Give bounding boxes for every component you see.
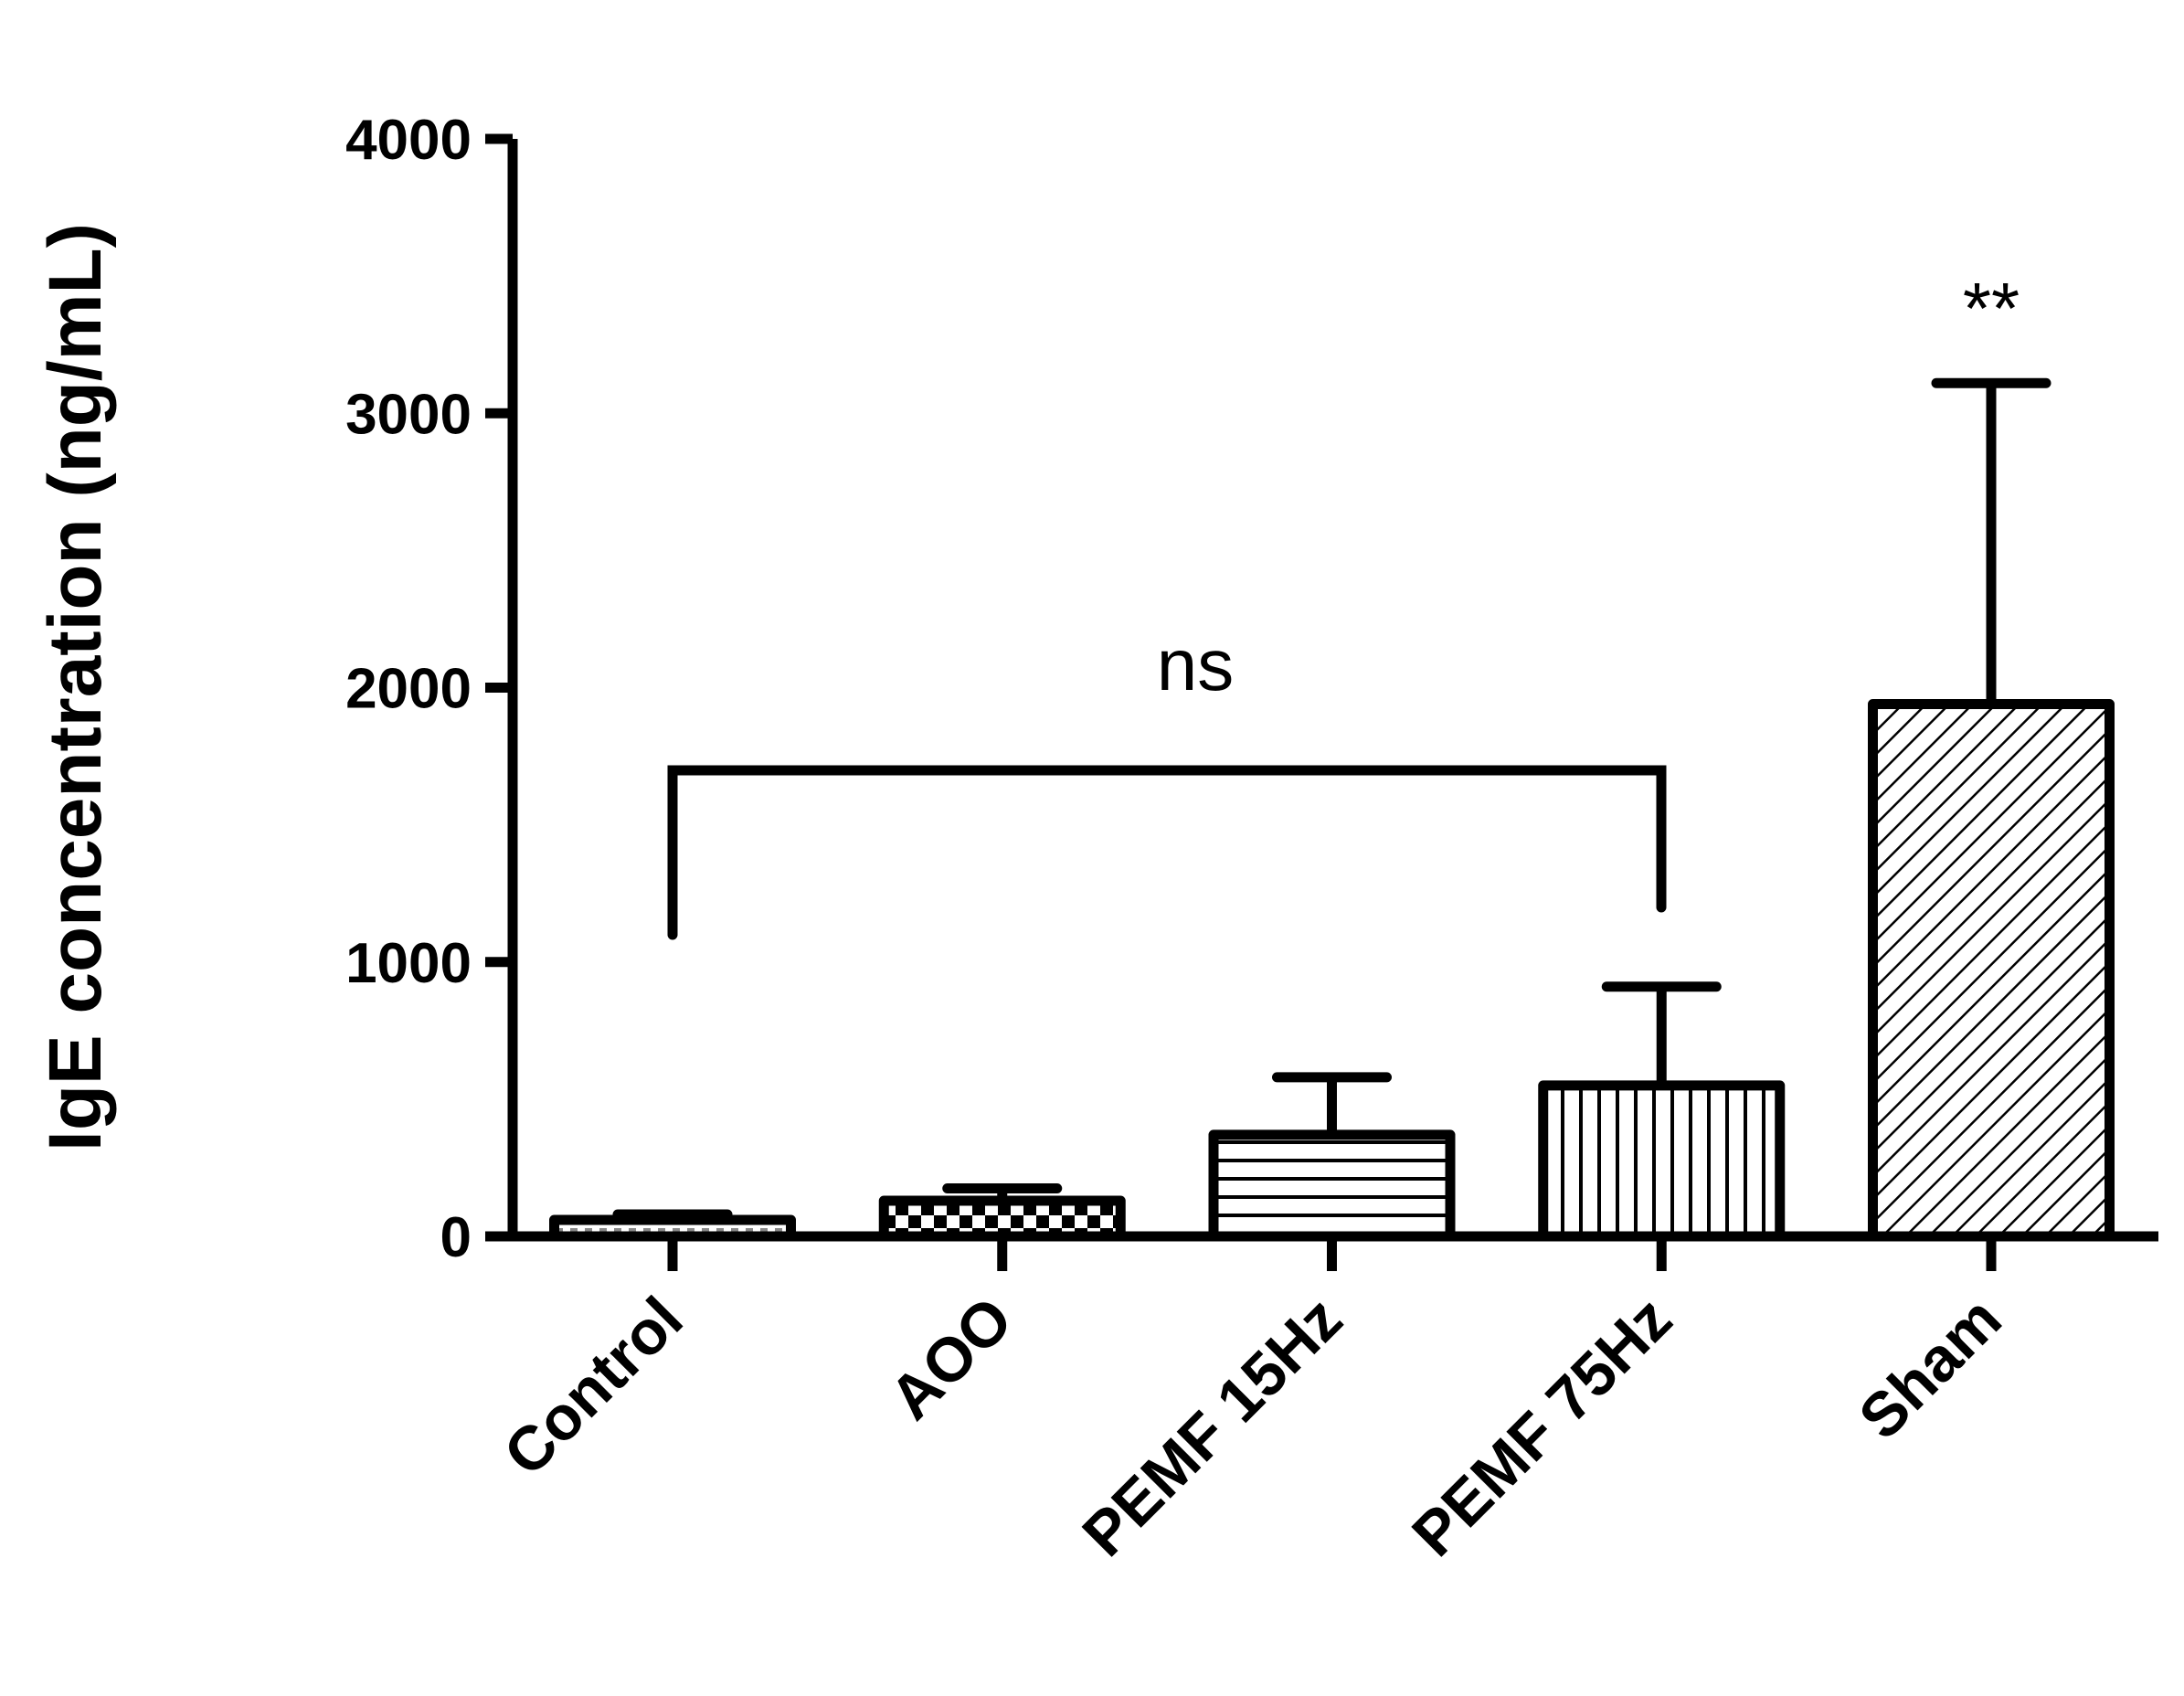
y-tick-label: 1000 [345,932,472,995]
x-tick-label: PEMF 75Hz [1399,1284,1685,1570]
bar [1868,699,2115,1242]
y-tick-label: 0 [440,1206,472,1269]
bar [1208,1129,1456,1242]
bar [878,1195,1126,1242]
ns-annotation: ns [1157,624,1235,705]
x-tick-label: Sham [1846,1284,2015,1453]
x-tick-label: AOO [876,1284,1025,1433]
y-tick-label: 4000 [345,109,472,172]
bar [549,1214,796,1242]
significance-annotation: ** [1963,268,2020,349]
y-axis-label: IgE concentration (ng/mL) [34,223,117,1151]
significance-bracket [667,765,1667,940]
bar [1538,1080,1786,1242]
y-tick-label: 3000 [345,383,472,446]
y-tick-label: 2000 [345,658,472,721]
x-tick-label: Control [491,1284,696,1489]
x-tick-label: PEMF 15Hz [1069,1284,1355,1570]
